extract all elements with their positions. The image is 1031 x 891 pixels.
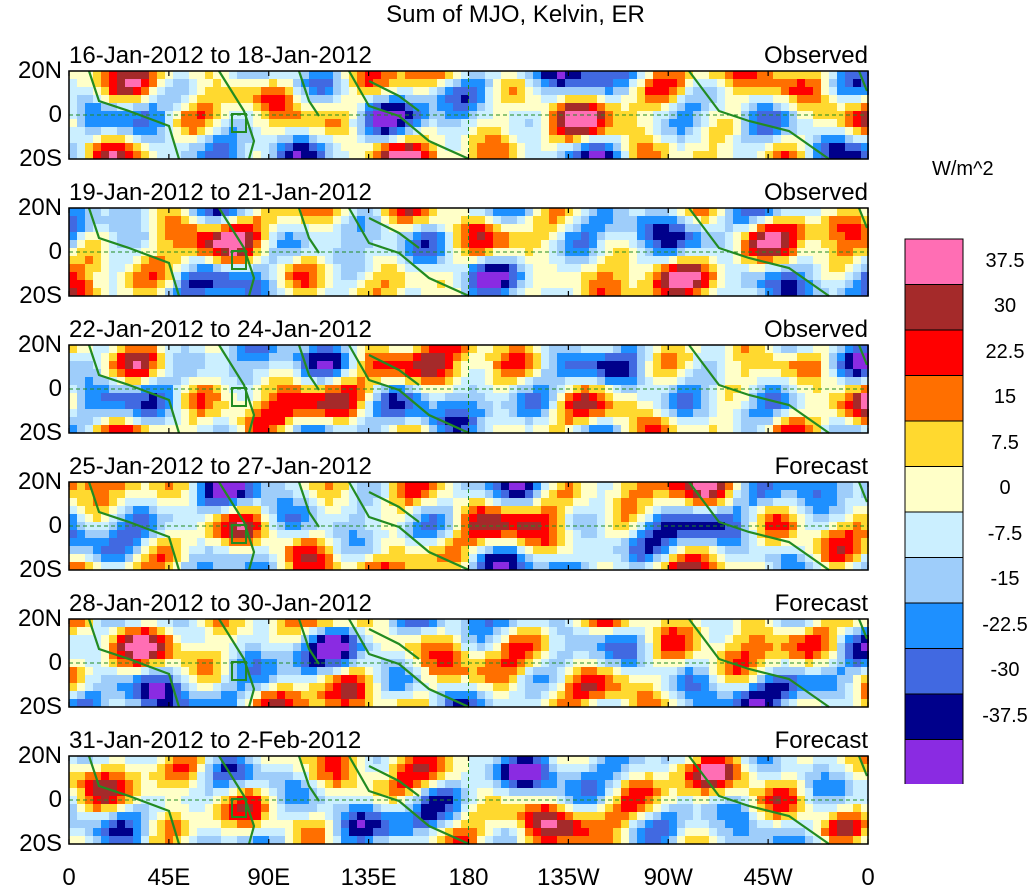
latitude-label: 20N — [2, 744, 62, 768]
colorbar-swatch — [905, 512, 963, 558]
latitude-label: 20S — [2, 284, 62, 308]
panel-status-label: Forecast — [668, 728, 868, 754]
latitude-label: 0 — [2, 514, 62, 538]
colorbar-swatch — [905, 649, 963, 695]
panel-status-label: Observed — [668, 180, 868, 206]
latitude-label: 20N — [2, 470, 62, 494]
figure-title: Sum of MJO, Kelvin, ER — [0, 0, 1031, 30]
latitude-label: 0 — [2, 377, 62, 401]
colorbar-swatch — [905, 603, 963, 649]
longitude-label: 45W — [728, 866, 808, 890]
colorbar-tick-label: 0 — [980, 477, 1030, 500]
colorbar-swatch — [905, 421, 963, 467]
colorbar — [904, 238, 964, 784]
colorbar-units: W/m^2 — [932, 158, 994, 181]
colorbar-tick-label: 22.5 — [980, 341, 1030, 364]
latitude-label: 20N — [2, 333, 62, 357]
panel-status-label: Observed — [668, 317, 868, 343]
panel-date-range: 31-Jan-2012 to 2-Feb-2012 — [69, 728, 361, 754]
colorbar-tick-label: 7.5 — [980, 432, 1030, 455]
colorbar-tick-label: 37.5 — [980, 250, 1030, 273]
anomaly-map — [68, 70, 869, 160]
colorbar-swatch — [905, 467, 963, 513]
latitude-label: 20S — [2, 558, 62, 582]
colorbar-tick-label: -37.5 — [980, 705, 1030, 728]
latitude-label: 20N — [2, 59, 62, 83]
colorbar-tick-label: -30 — [980, 659, 1030, 682]
colorbar-tick-label: 30 — [980, 295, 1030, 318]
latitude-label: 0 — [2, 240, 62, 264]
colorbar-tick-label: -22.5 — [980, 614, 1030, 637]
longitude-label: 135W — [528, 866, 608, 890]
longitude-label: 180 — [429, 866, 509, 890]
colorbar-tick-label: -7.5 — [980, 523, 1030, 546]
anomaly-map — [68, 618, 869, 708]
panel-date-range: 16-Jan-2012 to 18-Jan-2012 — [69, 43, 372, 69]
longitude-label: 0 — [29, 866, 109, 890]
longitude-label: 45E — [129, 866, 209, 890]
colorbar-swatch — [905, 740, 963, 785]
panel-status-label: Forecast — [668, 454, 868, 480]
panel-date-range: 19-Jan-2012 to 21-Jan-2012 — [69, 180, 372, 206]
longitude-label: 0 — [828, 866, 908, 890]
latitude-label: 20S — [2, 695, 62, 719]
latitude-label: 20S — [2, 147, 62, 171]
panel-status-label: Forecast — [668, 591, 868, 617]
colorbar-swatch — [905, 285, 963, 331]
colorbar-swatch — [905, 239, 963, 285]
latitude-label: 0 — [2, 103, 62, 127]
panel-date-range: 28-Jan-2012 to 30-Jan-2012 — [69, 591, 372, 617]
panel-date-range: 25-Jan-2012 to 27-Jan-2012 — [69, 454, 372, 480]
longitude-label: 90E — [229, 866, 309, 890]
anomaly-map — [68, 755, 869, 845]
anomaly-map — [68, 207, 869, 297]
latitude-label: 0 — [2, 788, 62, 812]
anomaly-map — [68, 481, 869, 571]
panel-date-range: 22-Jan-2012 to 24-Jan-2012 — [69, 317, 372, 343]
longitude-label: 135E — [329, 866, 409, 890]
colorbar-swatch — [905, 694, 963, 740]
colorbar-swatch — [905, 376, 963, 422]
anomaly-map — [68, 344, 869, 434]
latitude-label: 20N — [2, 196, 62, 220]
colorbar-swatch — [905, 330, 963, 376]
latitude-label: 20S — [2, 832, 62, 856]
longitude-label: 90W — [628, 866, 708, 890]
latitude-label: 20S — [2, 421, 62, 445]
colorbar-tick-label: 15 — [980, 386, 1030, 409]
colorbar-tick-label: -15 — [980, 568, 1030, 591]
colorbar-swatch — [905, 558, 963, 604]
panel-status-label: Observed — [668, 43, 868, 69]
latitude-label: 0 — [2, 651, 62, 675]
latitude-label: 20N — [2, 607, 62, 631]
